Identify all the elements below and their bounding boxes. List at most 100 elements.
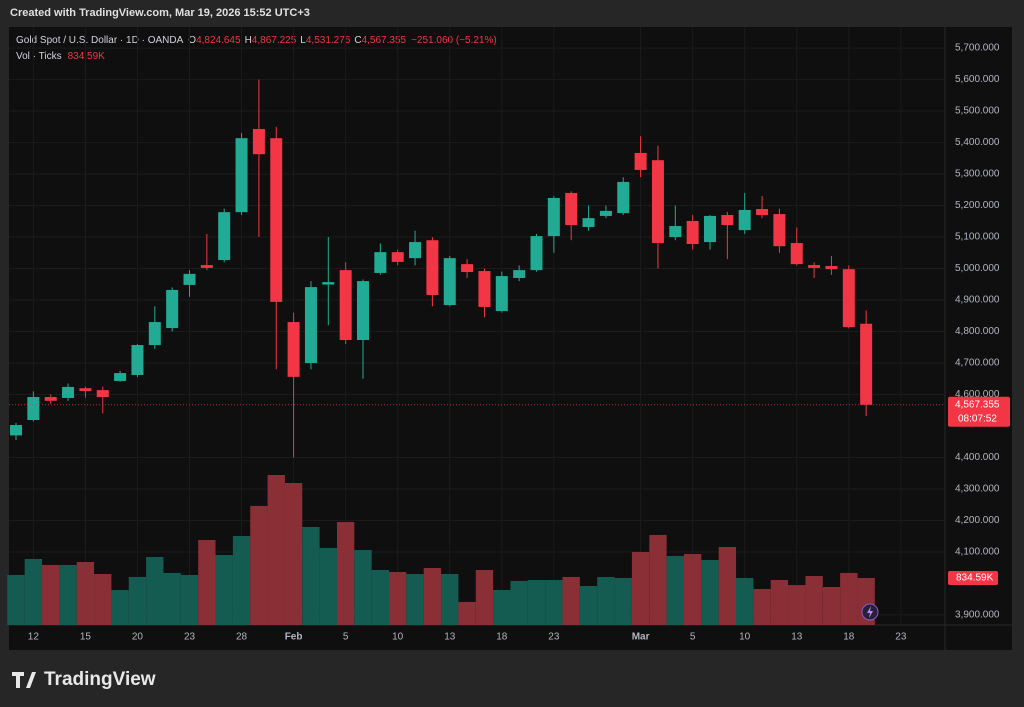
y-tick-label: 3,900.000 [955, 610, 1000, 621]
event-bolt [867, 606, 873, 618]
volume-bar [146, 556, 164, 625]
x-tick-label: 18 [496, 632, 508, 643]
candle-body [114, 373, 127, 381]
volume-bar [371, 569, 390, 625]
x-tick-label: 23 [895, 632, 907, 643]
x-tick-label: 5 [343, 632, 349, 643]
volume-bar [822, 586, 841, 625]
candle-body [634, 152, 647, 170]
volume-bar [666, 555, 684, 625]
y-tick-label: 5,600.000 [955, 74, 1000, 85]
volume-label-box [948, 571, 998, 586]
y-tick-label: 5,000.000 [955, 263, 1000, 274]
volume-bar [631, 551, 650, 625]
x-tick-label: 10 [739, 632, 751, 643]
candle-body [669, 226, 682, 238]
volume-legend: Vol · Ticks 834.59K [16, 51, 105, 62]
candle-body [704, 215, 716, 243]
x-tick-label: Feb [285, 632, 303, 643]
open: 4,824.645 [196, 35, 241, 46]
candle-body [79, 388, 92, 392]
candle-body [825, 266, 838, 270]
candle-body [721, 214, 734, 226]
volume-bar [76, 561, 95, 625]
volume-bar [562, 576, 580, 625]
close: 4,567.355 [362, 35, 407, 46]
candle-body [62, 386, 75, 398]
y-tick-label: 4,600.000 [955, 389, 1000, 400]
y-tick-label: 5,300.000 [955, 169, 1000, 180]
volume-bar [267, 475, 285, 625]
volume-bar [527, 580, 546, 625]
candle-body [426, 240, 439, 295]
volume-bar [284, 482, 303, 625]
candle-body [738, 209, 751, 231]
y-tick-label: 4,300.000 [955, 484, 1000, 495]
volume-bar [510, 580, 528, 625]
y-tick-label: 4,900.000 [955, 295, 1000, 306]
candle-body [166, 289, 179, 329]
volume-bar [788, 585, 806, 625]
candle-body [842, 269, 855, 328]
chart-layer: 5,700.000 5,600.000 5,500.000 5,400.000 5,30… [7, 27, 1010, 643]
volume-bar [597, 576, 615, 625]
volume-bar [319, 547, 337, 625]
candle-body [513, 270, 526, 278]
volume-bar [805, 576, 823, 625]
low: 4,531.275 [306, 35, 351, 46]
candle-body [304, 287, 317, 364]
candle-body [547, 197, 560, 237]
volume-bar [545, 580, 563, 625]
countdown: 08:07:52 [958, 413, 997, 424]
candle-body [218, 212, 231, 261]
candle-body [756, 209, 769, 215]
candle-body [148, 322, 161, 346]
y-tick-label: 4,800.000 [955, 326, 1000, 337]
x-tick-label: 13 [791, 632, 803, 643]
y-tick-label: 5,200.000 [955, 200, 1000, 211]
x-tick-label: 28 [236, 632, 248, 643]
candle-body [686, 220, 699, 244]
x-tick-label: 5 [690, 632, 696, 643]
candle-body [790, 243, 803, 265]
logo: TradingView [12, 669, 156, 690]
candle-body [860, 323, 873, 405]
logo-icon [12, 672, 36, 688]
volume-bar [389, 572, 407, 625]
candle-body [495, 276, 508, 312]
volume-bar [302, 526, 320, 625]
candle-body [651, 160, 664, 244]
candle-body [287, 322, 300, 377]
y-tick-label: 5,400.000 [955, 137, 1000, 148]
x-tick-label: 13 [444, 632, 456, 643]
volume-bar [111, 589, 129, 625]
label-l: L [300, 35, 306, 46]
candle-body [808, 265, 821, 268]
candle-body [235, 138, 248, 213]
price-label-box [948, 396, 1010, 427]
candle-body [183, 273, 196, 285]
volume-bar [24, 559, 43, 625]
candle-body [10, 425, 22, 436]
volume-bar [475, 569, 494, 625]
volume-bar [7, 575, 25, 625]
volume-name: Vol · Ticks [16, 51, 62, 62]
candle-body [391, 252, 404, 262]
volume-bar [406, 573, 424, 625]
volume-bar [770, 580, 789, 625]
volume-bar [649, 534, 667, 625]
candle-body [443, 258, 456, 306]
volume-bar [736, 577, 754, 625]
volume-bar [94, 573, 112, 625]
candle-body [374, 252, 387, 273]
y-tick-label: 5,100.000 [955, 232, 1000, 243]
volume-bar [198, 539, 216, 625]
label-o: O [188, 35, 196, 46]
candle-body [27, 397, 40, 420]
candle-body [339, 270, 352, 341]
volume-bar [180, 575, 199, 625]
y-tick-label: 5,700.000 [955, 43, 1000, 54]
candle-body [478, 271, 491, 307]
